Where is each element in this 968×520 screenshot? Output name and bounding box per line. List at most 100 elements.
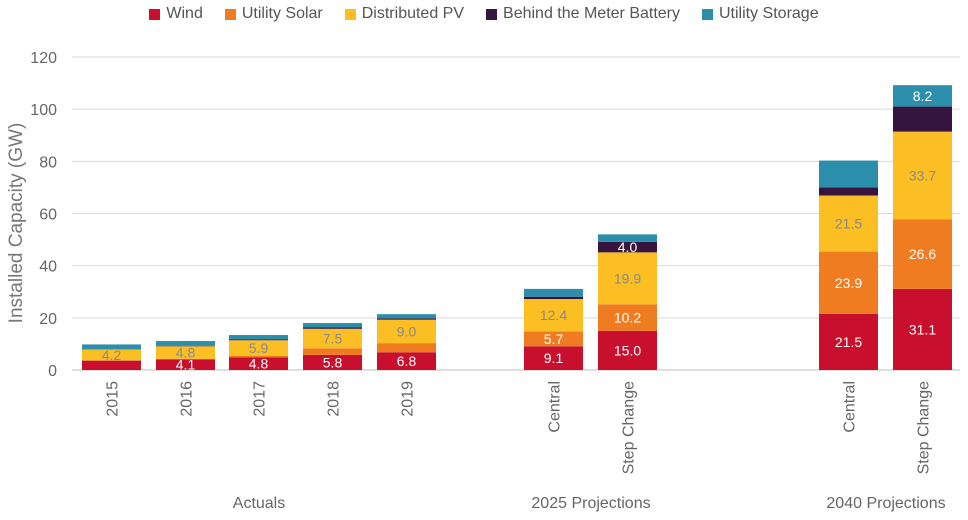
bar-segment xyxy=(303,354,362,370)
legend-item: Utility Storage xyxy=(702,5,819,23)
bar-segment xyxy=(819,195,878,252)
data-label: 4.1 xyxy=(176,357,196,373)
bar-segment xyxy=(524,288,583,297)
legend-swatch xyxy=(149,8,161,20)
legend-label: Behind the Meter Battery xyxy=(503,5,680,22)
data-label: 15.0 xyxy=(614,342,641,358)
x-tick-label: Central xyxy=(842,381,859,433)
x-tick-label: Step Change xyxy=(916,381,933,475)
y-tick-label: 120 xyxy=(30,50,57,67)
bar-segment xyxy=(598,234,657,242)
bar-segment xyxy=(156,341,215,346)
bar-segment xyxy=(377,314,436,319)
y-tick-label: 80 xyxy=(39,154,57,171)
legend-label: Wind xyxy=(166,5,203,22)
bar-segment xyxy=(377,352,436,370)
x-tick-label: 2018 xyxy=(326,381,343,417)
data-label: 19.9 xyxy=(614,270,641,286)
data-label: 8.2 xyxy=(913,88,933,104)
bars: 4.24.14.84.85.95.87.56.89.09.15.712.415.… xyxy=(82,85,952,373)
bar-segment xyxy=(82,349,141,361)
bar-segment xyxy=(82,360,141,370)
bar-segment xyxy=(303,327,362,329)
y-tick-label: 100 xyxy=(30,102,57,119)
bar-segment xyxy=(893,131,952,220)
legend-item: Distributed PV xyxy=(344,5,465,23)
bar-segment xyxy=(893,106,952,132)
bar-segment xyxy=(598,330,657,370)
data-label: 9.0 xyxy=(397,323,417,339)
data-label: 12.4 xyxy=(540,307,567,323)
bar-segment xyxy=(303,328,362,349)
data-label: 5.8 xyxy=(323,354,343,370)
x-axis: 2015 2016 2017 2018 2019 Central Step Change Ce… xyxy=(105,381,946,512)
data-label: 5.9 xyxy=(249,340,269,356)
bar-segment xyxy=(819,187,878,196)
bar-segment xyxy=(156,359,215,370)
bar-segment xyxy=(524,346,583,370)
legend-swatch xyxy=(702,8,713,20)
bar-segment xyxy=(156,358,215,360)
y-tick-label: 0 xyxy=(48,363,57,380)
bar-segment xyxy=(156,346,215,359)
x-tick-label: 2017 xyxy=(252,381,269,417)
gridlines xyxy=(72,56,960,371)
y-tick-label: 20 xyxy=(39,311,57,328)
data-label: 23.9 xyxy=(835,275,862,291)
data-label: 26.6 xyxy=(909,246,936,262)
bar-segment xyxy=(377,343,436,353)
legend-item: Utility Solar xyxy=(224,5,323,23)
bar-segment xyxy=(524,299,583,332)
legend-item: Wind xyxy=(149,5,203,23)
bar-segment xyxy=(229,335,288,340)
data-label: 4.8 xyxy=(176,345,196,361)
y-tick-label: 60 xyxy=(39,207,57,224)
data-label: 6.8 xyxy=(397,353,417,369)
bar-segment xyxy=(229,355,288,358)
legend-swatch xyxy=(344,8,356,20)
x-tick-label: 2016 xyxy=(179,381,196,417)
legend-label: Utility Storage xyxy=(719,5,819,22)
bar-segment xyxy=(893,288,952,370)
bar-segment xyxy=(229,340,288,356)
data-label: 7.5 xyxy=(323,331,343,347)
bar-segment xyxy=(156,345,215,347)
bar-segment xyxy=(819,251,878,314)
bar-segment xyxy=(303,323,362,328)
bar-segment xyxy=(229,357,288,370)
data-label: 10.2 xyxy=(614,310,641,326)
bar-segment xyxy=(893,85,952,107)
data-label: 4.8 xyxy=(249,356,269,372)
bar-segment xyxy=(82,344,141,350)
data-label: 4.2 xyxy=(102,347,122,363)
x-tick-label: Central xyxy=(547,381,564,433)
legend-label: Utility Solar xyxy=(241,5,323,22)
y-axis: 0 20 40 60 80 100 120 xyxy=(30,50,57,380)
x-tick-label: Step Change xyxy=(621,381,638,475)
x-tick-label: 2015 xyxy=(105,381,122,417)
bar-segment xyxy=(377,318,436,320)
bar-segment xyxy=(893,219,952,289)
data-label: 31.1 xyxy=(909,321,936,337)
data-label: 5.7 xyxy=(544,331,564,347)
x-tick-label: 2019 xyxy=(400,381,417,417)
data-label: 21.5 xyxy=(835,216,862,232)
y-tick-label: 40 xyxy=(39,259,57,276)
bar-segment xyxy=(229,339,288,341)
bar-segment xyxy=(819,313,878,370)
data-label: 4.0 xyxy=(618,239,638,255)
data-label: 33.7 xyxy=(909,168,936,184)
data-label: 21.5 xyxy=(835,334,862,350)
bar-segment xyxy=(377,319,436,344)
legend-swatch xyxy=(486,8,498,20)
bar-segment xyxy=(524,331,583,347)
bar-segment xyxy=(598,241,657,253)
legend: Wind Utility Solar Distributed PV Behind th… xyxy=(0,5,968,23)
data-label: 9.1 xyxy=(544,350,564,366)
bar-segment xyxy=(303,348,362,355)
group-label: 2040 Projections xyxy=(826,495,945,512)
legend-label: Distributed PV xyxy=(361,5,465,22)
legend-item: Behind the Meter Battery xyxy=(486,5,680,23)
bar-segment xyxy=(819,160,878,188)
